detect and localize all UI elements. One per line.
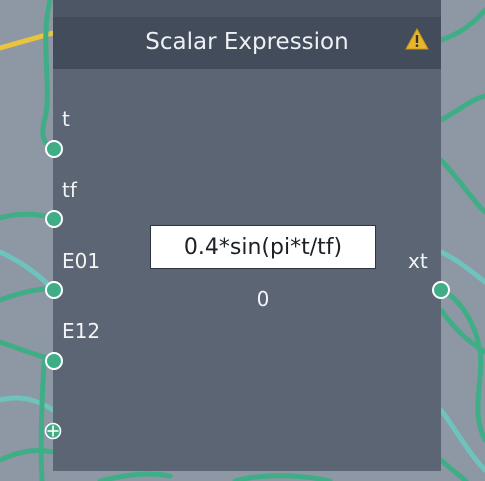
expression-result: 0 [256, 287, 270, 311]
input-label-tf: tf [62, 178, 77, 202]
wire-left-bottom[interactable] [0, 447, 56, 463]
output-port-xt[interactable] [432, 281, 450, 299]
wire-bottom-a[interactable] [97, 471, 173, 481]
wire-right-top[interactable] [438, 7, 485, 43]
output-label-xt: xt [408, 249, 428, 273]
wire-right-d[interactable] [438, 407, 485, 473]
input-port-tf[interactable] [45, 210, 63, 228]
wire-right-c[interactable] [438, 307, 485, 355]
plus-circle-icon[interactable] [44, 422, 62, 440]
wire-left-low-b[interactable] [38, 359, 47, 481]
input-label-t: t [62, 107, 70, 131]
wire-t[interactable] [40, 0, 56, 151]
node-header[interactable]: Scalar Expression [53, 17, 441, 69]
input-label-e01: E01 [62, 249, 101, 273]
input-port-t[interactable] [45, 140, 63, 158]
input-label-e12: E12 [62, 319, 101, 343]
node-title: Scalar Expression [145, 29, 349, 55]
wire-xt-teal[interactable] [438, 249, 485, 285]
wire-right-a[interactable] [438, 93, 485, 123]
adjacent-node-edge [53, 0, 441, 17]
wire-right-e[interactable] [438, 457, 469, 481]
wire-e01-a[interactable] [0, 249, 56, 292]
wire-left-low-a[interactable] [0, 395, 56, 413]
expression-input[interactable] [150, 225, 376, 269]
wire-right-b[interactable] [438, 157, 485, 215]
input-port-e12[interactable] [45, 352, 63, 370]
warning-triangle-icon[interactable] [405, 28, 429, 50]
input-port-e01[interactable] [45, 281, 63, 299]
wire-bottom-b[interactable] [232, 473, 333, 481]
